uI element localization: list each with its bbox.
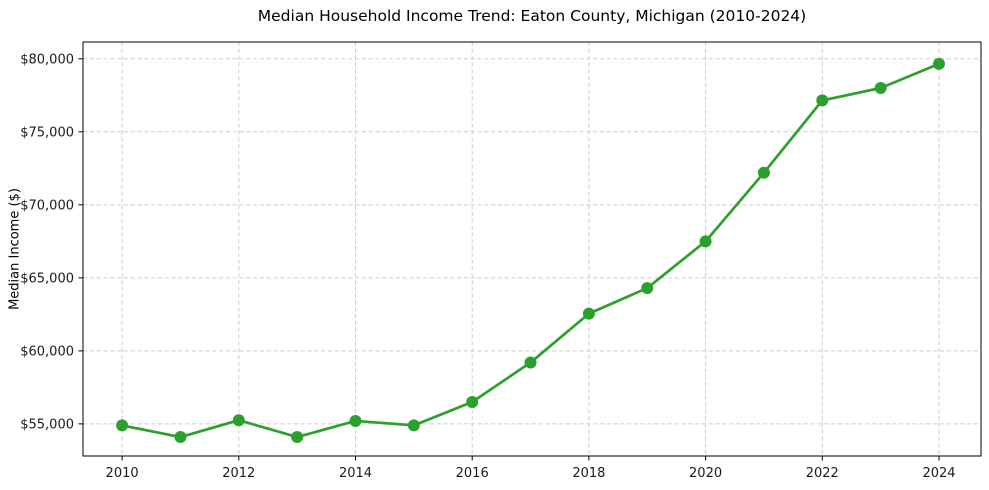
- data-point-2010: [116, 419, 129, 432]
- data-point-2022: [816, 94, 829, 107]
- data-point-2015: [407, 419, 420, 432]
- data-point-2013: [291, 431, 304, 444]
- data-point-2012: [232, 414, 245, 427]
- y-tick-label: $80,000: [20, 52, 74, 67]
- x-tick-label: 2020: [689, 466, 722, 481]
- data-point-2019: [641, 282, 654, 295]
- y-tick-label: $55,000: [20, 417, 74, 432]
- trend-line: [120, 62, 941, 439]
- x-tick-label: 2012: [222, 466, 255, 481]
- y-tick-label: $65,000: [20, 271, 74, 286]
- plot-border: [82, 41, 982, 457]
- y-tick-label: $75,000: [20, 125, 74, 140]
- x-tick-label: 2022: [806, 466, 839, 481]
- data-point-2024: [932, 57, 945, 70]
- data-point-2021: [757, 166, 770, 179]
- x-tick-label: 2014: [339, 466, 372, 481]
- x-tick-label: 2018: [572, 466, 605, 481]
- data-point-2018: [582, 307, 595, 320]
- y-tick-label: $60,000: [20, 344, 74, 359]
- data-point-2016: [466, 395, 479, 408]
- data-point-2011: [174, 431, 187, 444]
- data-point-2023: [874, 82, 887, 94]
- data-point-2017: [524, 356, 537, 369]
- y-tick-label: $70,000: [20, 198, 74, 213]
- x-tick-label: 2024: [922, 466, 955, 481]
- x-tick-label: 2010: [106, 466, 139, 481]
- chart-title: Median Household Income Trend: Eaton Cou…: [257, 7, 807, 25]
- data-point-2020: [699, 235, 712, 248]
- data-point-2014: [349, 414, 362, 427]
- x-tick-label: 2016: [456, 466, 489, 481]
